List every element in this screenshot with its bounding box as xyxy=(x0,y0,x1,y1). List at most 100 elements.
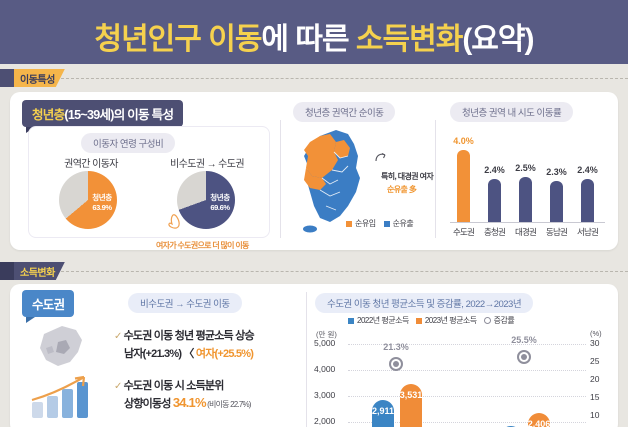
income-legend-item-rate: 증감률 xyxy=(483,315,515,326)
move-characteristics-card: 청년층(15~39세)의 이동 특성 이동자 연령 구성비 권역간 이동자 청년… xyxy=(10,92,618,250)
y-right-tick-4: 10 xyxy=(590,410,600,420)
y-right-tick-2: 20 xyxy=(590,374,600,384)
map-legend-label-0: 순유입 xyxy=(355,219,376,228)
page-title-part3: 소득변화 xyxy=(355,23,463,56)
pies-pill-label: 이동자 연령 구성비 xyxy=(81,133,176,153)
income-bar-value-2023-group0: 3,531 xyxy=(399,390,423,400)
pie-label-1: 비수도권 → 수도권 xyxy=(170,159,245,170)
income-bar-2022-group0 xyxy=(372,400,394,427)
y-left-tick-2: 3,000 xyxy=(314,390,336,400)
ribbon-tab-edge xyxy=(0,69,14,87)
pie-series-name-0: 청년층 xyxy=(92,193,112,202)
income-legend-label-0: 2022년 평균소득 xyxy=(357,316,409,325)
ribbon-dash xyxy=(60,77,628,79)
y-left-tick-0: 5,000 xyxy=(314,338,336,348)
region-bar-value-0: 4.0% xyxy=(453,136,474,146)
pie-percent-1: 69.6% xyxy=(210,203,230,213)
gridline-3000 xyxy=(348,396,586,397)
legend-swatch-2023-icon xyxy=(415,317,422,324)
ribbon-dash-2 xyxy=(60,270,628,272)
ribbon-tab-edge-2 xyxy=(0,262,14,280)
region-bar-value-2: 2.5% xyxy=(515,163,536,173)
income-chart-unit-left: (만 원) xyxy=(316,330,337,339)
map-legend-label-1: 순유출 xyxy=(392,219,414,228)
curved-arrow-icon xyxy=(375,153,386,162)
region-bar-0 xyxy=(457,150,470,222)
income-bullet-sub-accent-1: 34.1% xyxy=(172,395,207,410)
section-ribbon-move: 이동특성 xyxy=(0,69,628,87)
region-bar-category-2: 대경권 xyxy=(514,227,537,237)
region-rate-pill-label: 청년층 권역 내 시도 이동률 xyxy=(450,102,574,122)
legend-ring-rate-icon xyxy=(483,317,491,324)
capital-region-map-icon xyxy=(40,326,82,366)
pies-inner-card: 이동자 연령 구성비 권역간 이동자 청년층 63.9% 비수도권 → 수도권 … xyxy=(28,126,270,238)
section-ribbon-income: 소득변화 xyxy=(0,262,628,280)
legend-swatch-outflow-icon xyxy=(383,220,390,227)
income-bullet-sub-prefix-0: 남자(+21.3%) 〈 xyxy=(124,348,196,360)
panel-divider-1 xyxy=(280,120,281,238)
rate-dot-group0 xyxy=(389,357,403,371)
income-chart-unit-right: (%) xyxy=(590,329,602,338)
move-flag-rest: (15~39세)의 이동 특성 xyxy=(64,108,174,122)
income-region-flag: 수도권 xyxy=(22,290,75,323)
rate-label-group0: 21.3% xyxy=(383,342,409,352)
y-left-tick-1: 4,000 xyxy=(314,364,336,374)
income-pill-label: 비수도권 → 수도권 이동 xyxy=(128,293,242,313)
title-banner: 청년인구 이동에 따른 소득변화(요약) xyxy=(0,0,628,64)
region-bar-value-4: 2.4% xyxy=(577,165,598,175)
income-bullet-head-0: 수도권 이동 청년 평균소득 상승 xyxy=(123,330,255,342)
y-right-tick-1: 25 xyxy=(590,356,600,366)
gridline-2000 xyxy=(348,422,586,423)
korea-map-icon xyxy=(303,130,360,233)
region-bar-category-1: 충청권 xyxy=(483,227,506,237)
map-legend-item-outflow: 순유출 xyxy=(383,218,414,229)
income-legend-item-2022: 2022년 평균소득 xyxy=(348,315,409,326)
pie-series-name-1: 청년층 xyxy=(210,193,230,202)
growth-bars-icon xyxy=(31,375,88,418)
region-bar-4 xyxy=(581,179,594,222)
region-bar-category-4: 서남권 xyxy=(576,227,599,237)
pie-value-0: 청년층 63.9% xyxy=(83,193,121,213)
panel-divider-3 xyxy=(306,292,307,427)
region-chart-axis xyxy=(450,222,605,223)
rate-label-group1: 25.5% xyxy=(511,335,537,345)
gridline-4000 xyxy=(348,370,586,371)
gridline-5000 xyxy=(348,344,586,345)
income-legend-label-1: 2023년 평균소득 xyxy=(424,316,477,325)
page-title: 청년인구 이동에 따른 소득변화(요약) xyxy=(0,14,628,58)
panel-divider-2 xyxy=(435,120,436,238)
y-right-tick-3: 15 xyxy=(590,392,600,402)
check-icon-1: ✓ xyxy=(114,381,122,392)
region-bar-2 xyxy=(519,177,532,222)
ribbon-label-move: 이동특성 xyxy=(14,69,65,87)
pie-chart-to-capital xyxy=(177,171,235,229)
income-bullet-sub-1: 상향이동성 34.1% (비이동 22.7%) xyxy=(124,395,251,411)
income-legend-label-rate: 증감률 xyxy=(493,316,515,325)
region-bar-category-0: 수도권 xyxy=(452,227,475,237)
region-bar-value-1: 2.4% xyxy=(484,165,505,175)
income-bullet-0: ✓ 수도권 이동 청년 평균소득 상승 xyxy=(114,327,255,343)
income-bullet-sub-suffix-1: (비이동 22.7%) xyxy=(205,400,251,409)
map-legend: 순유입 순유출 xyxy=(346,218,414,229)
legend-swatch-inflow-icon xyxy=(346,220,352,227)
income-bullet-sub-0: 남자(+21.3%) 〈 여자(+25.5%) xyxy=(124,345,254,361)
move-flag-highlight: 청년층 xyxy=(32,108,65,122)
income-bullet-sub-accent-0: 여자(+25.5%) xyxy=(195,348,254,360)
region-bar-value-3: 2.3% xyxy=(546,167,567,177)
check-icon-0: ✓ xyxy=(114,331,122,342)
income-bar-2023-group1 xyxy=(528,413,550,427)
income-bullet-sub-prefix-1: 상향이동성 xyxy=(124,398,173,410)
income-legend-item-2023: 2023년 평균소득 xyxy=(415,315,477,326)
ribbon-label-income: 소득변화 xyxy=(14,262,65,280)
pie-chart-region-movers xyxy=(59,171,117,229)
income-bar-value-2022-group0: 2,911 xyxy=(371,406,395,416)
pie-value-1: 청년층 69.6% xyxy=(201,193,239,213)
map-note-accent: 순유출 多 xyxy=(387,185,417,194)
rate-dot-group1 xyxy=(517,350,531,364)
income-chart-pill-label: 수도권 이동 청년 평균소득 및 증감률, 2022→2023년 xyxy=(315,293,534,313)
handwritten-note-female-move: 여자가 수도권으로 더 많이 이동 xyxy=(156,241,249,250)
page-title-part4: (요약) xyxy=(462,23,534,56)
page-title-part2: 에 따른 xyxy=(261,23,356,56)
map-pill-label: 청년층 권역간 순이동 xyxy=(293,102,396,122)
